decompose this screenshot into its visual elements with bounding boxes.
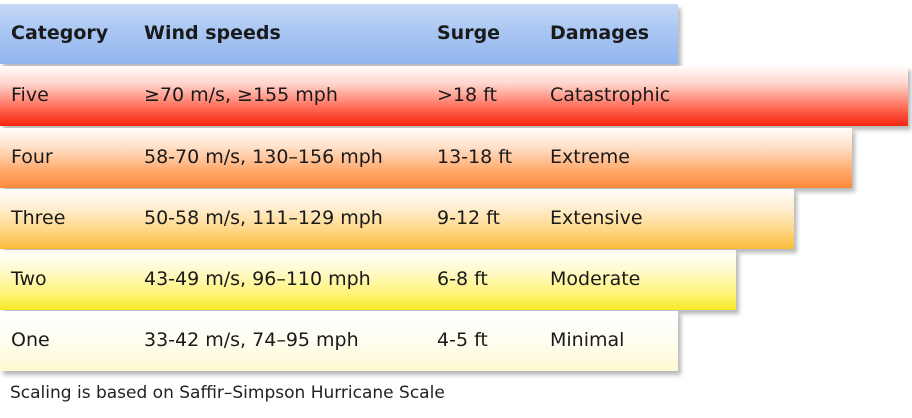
- row-wind-speeds: 43-49 m/s, 96–110 mph: [144, 268, 371, 290]
- row-category: Two: [11, 268, 47, 290]
- row-damages: Minimal: [550, 329, 625, 351]
- row-surge: 4-5 ft: [437, 329, 488, 351]
- row-category: Five: [11, 84, 49, 106]
- row-damages: Moderate: [550, 268, 641, 290]
- header-surge: Surge: [437, 22, 501, 44]
- table-header-row: Category Wind speeds Surge Damages: [0, 4, 678, 64]
- row-damages: Extreme: [550, 146, 630, 168]
- row-wind-speeds: 50-58 m/s, 111–129 mph: [144, 207, 383, 229]
- table-row: Five ≥70 m/s, ≥155 mph >18 ft Catastroph…: [0, 66, 908, 126]
- row-surge: 6-8 ft: [437, 268, 488, 290]
- row-surge: 13-18 ft: [437, 146, 513, 168]
- table-row: Two 43-49 m/s, 96–110 mph 6-8 ft Moderat…: [0, 250, 736, 310]
- header-damages: Damages: [550, 22, 650, 44]
- table-row: Four 58-70 m/s, 130–156 mph 13-18 ft Ext…: [0, 128, 852, 188]
- row-category: Three: [11, 207, 66, 229]
- footnote: Scaling is based on Saffir–Simpson Hurri…: [10, 383, 445, 403]
- row-surge: >18 ft: [437, 84, 497, 106]
- row-category: Four: [11, 146, 53, 168]
- table-row: One 33-42 m/s, 74–95 mph 4-5 ft Minimal: [0, 311, 678, 371]
- row-wind-speeds: 33-42 m/s, 74–95 mph: [144, 329, 359, 351]
- row-damages: Catastrophic: [550, 84, 671, 106]
- table-row: Three 50-58 m/s, 111–129 mph 9-12 ft Ext…: [0, 189, 794, 249]
- row-wind-speeds: ≥70 m/s, ≥155 mph: [144, 84, 338, 106]
- header-wind-speeds: Wind speeds: [144, 22, 281, 44]
- row-surge: 9-12 ft: [437, 207, 500, 229]
- row-category: One: [11, 329, 50, 351]
- row-damages: Extensive: [550, 207, 643, 229]
- row-wind-speeds: 58-70 m/s, 130–156 mph: [144, 146, 383, 168]
- header-category: Category: [11, 22, 109, 44]
